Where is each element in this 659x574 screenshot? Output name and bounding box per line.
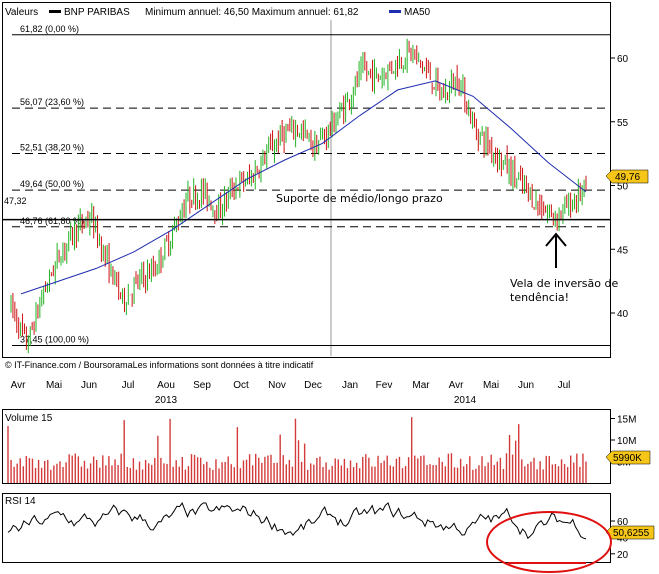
price-tick-label: 60 [617,54,629,65]
month-label: Jun [518,380,534,391]
rsi-panel [2,493,611,563]
volume-tick-label: 15M [617,415,636,426]
last-price-badge: 49,76 [605,169,649,184]
month-label: Jul [558,380,571,391]
month-label: Mar [412,380,430,391]
rsi-title: RSI 14 [5,496,36,507]
svg-text:5990K: 5990K [613,453,642,464]
rsi-last-badge: 50,6255 [605,525,655,540]
volume-title: Volume 15 [5,413,53,424]
month-label: Oct [233,380,249,391]
month-label: Jan [342,380,358,391]
support-level-label: 47,32 [4,196,27,206]
month-label: Mai [46,380,62,391]
month-label: Mai [483,380,499,391]
svg-text:49,76: 49,76 [615,172,640,183]
rsi-line [7,501,587,540]
price-tick-label: 50 [617,182,629,193]
volume-last-badge: 5990K [605,450,651,465]
credit-text: © IT-Finance.com / BoursoramaLes informa… [5,360,314,370]
candles [10,38,587,354]
fib-label: 52,51 (38,20 %) [20,142,84,152]
month-label: Jul [122,380,135,391]
fib-label: 61,82 (0,00 %) [20,24,79,34]
month-axis: Avr Mai Jun Jul Aou Sep Oct Nov Dec Jan Fev Mar Avr M… [11,380,571,391]
month-label: Avr [11,380,26,391]
fib-label: 37,45 (100,00 %) [20,335,89,345]
volume-tick-label: 10M [617,436,636,447]
price-panel [2,2,611,358]
header-stock-name: BNP PARIBAS [64,7,130,18]
month-label: Aou [157,380,175,391]
price-tick-label: 45 [617,245,629,256]
price-tick-label: 55 [617,118,629,129]
ma50-line [20,80,587,295]
price-axis: 40 45 50 55 60 [610,54,629,320]
support-annotation: Suporte de médio/longo prazo [276,192,443,205]
arrow-icon [545,232,567,268]
month-label: Sep [193,380,211,391]
month-label: Jun [81,380,97,391]
fib-label: 56,07 (23,60 %) [20,97,84,107]
header-valeurs: Valeurs [5,7,38,18]
fib-label: 49,64 (50,00 %) [20,179,84,189]
fib-label: 46,76 (61,80 %) [20,216,84,226]
reversal-annotation-line2: tendência! [510,291,569,304]
stock-legend-swatch [49,10,61,13]
year-label: 2014 [454,395,477,406]
header-stats: Minimum annuel: 46,50 Maximum annuel: 61… [145,7,359,18]
month-label: Nov [268,380,286,391]
price-tick-label: 40 [617,309,629,320]
header-ma50: MA50 [404,7,431,18]
svg-text:50,6255: 50,6255 [613,528,650,539]
month-label: Fev [376,380,393,391]
fibonacci-levels: 61,82 (0,00 %) 56,07 (23,60 %) 52,51 (38,2… [12,24,610,347]
volume-bars [7,417,587,483]
reversal-annotation-line1: Vela de inversão de [510,277,618,290]
year-axis: 2013 2014 [155,395,477,406]
month-label: Avr [449,380,464,391]
rsi-tick-label: 60 [617,517,629,528]
rsi-highlight-circle [486,511,612,573]
ma-legend-swatch [389,10,401,13]
rsi-tick-label: 20 [617,550,629,561]
year-label: 2013 [155,395,178,406]
month-label: Dec [304,380,322,391]
